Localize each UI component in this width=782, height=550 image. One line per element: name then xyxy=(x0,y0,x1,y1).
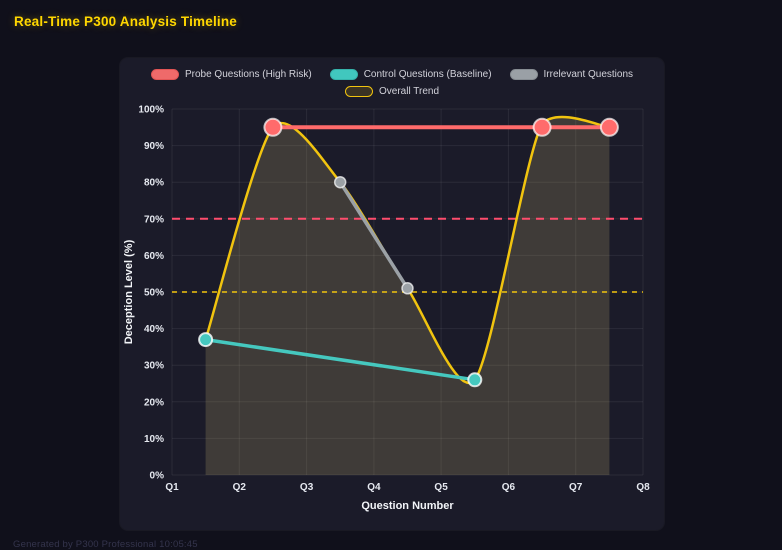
data-point-control-questions-baseline[interactable] xyxy=(198,332,214,348)
x-tick-label: Q2 xyxy=(233,482,247,493)
legend-row: Overall Trend xyxy=(120,86,664,97)
legend-swatch xyxy=(509,69,538,80)
x-tick-label: Q3 xyxy=(300,482,314,493)
y-tick-label: 90% xyxy=(144,141,164,152)
x-tick-label: Q5 xyxy=(434,482,448,493)
x-tick-label: Q8 xyxy=(636,482,650,493)
footer-note: Generated by P300 Professional 10:05:45 xyxy=(13,539,198,550)
legend-label: Overall Trend xyxy=(378,86,440,97)
x-tick-label: Q7 xyxy=(569,482,583,493)
legend-item-irrelevant-questions[interactable]: Irrelevant Questions xyxy=(509,69,634,80)
legend-item-probe-questions-high-risk[interactable]: Probe Questions (High Risk) xyxy=(150,69,312,80)
legend-label: Irrelevant Questions xyxy=(543,69,634,80)
series-line-control-questions-baseline xyxy=(203,337,477,382)
y-tick-label: 80% xyxy=(144,178,164,189)
legend-swatch xyxy=(344,86,373,97)
legend-item-control-questions-baseline[interactable]: Control Questions (Baseline) xyxy=(329,69,492,80)
trend-area-fill xyxy=(205,116,610,475)
legend-row: Probe Questions (High Risk) Control Quest… xyxy=(120,69,664,80)
legend-label: Probe Questions (High Risk) xyxy=(184,69,312,80)
x-tick-label: Q4 xyxy=(367,482,381,493)
data-point-probe-questions-high-risk[interactable] xyxy=(263,117,283,137)
data-point-probe-questions-high-risk[interactable] xyxy=(532,117,552,137)
y-tick-label: 60% xyxy=(144,251,164,262)
chart-panel: Probe Questions (High Risk) Control Quest… xyxy=(120,58,664,530)
x-axis-title: Question Number xyxy=(361,500,454,512)
x-tick-label: Q6 xyxy=(502,482,516,493)
legend-label: Control Questions (Baseline) xyxy=(363,69,492,80)
y-tick-label: 100% xyxy=(138,105,164,116)
page-title: Real-Time P300 Analysis Timeline xyxy=(14,14,238,29)
legend-swatch xyxy=(150,69,179,80)
series-line-irrelevant-questions xyxy=(338,180,410,291)
y-tick-label: 40% xyxy=(144,324,164,335)
data-point-control-questions-baseline[interactable] xyxy=(467,372,483,388)
data-point-irrelevant-questions[interactable] xyxy=(401,282,414,295)
y-tick-label: 50% xyxy=(144,288,164,299)
y-axis-title: Deception Level (%) xyxy=(123,239,135,344)
legend-item-overall-trend[interactable]: Overall Trend xyxy=(344,86,440,97)
y-tick-label: 20% xyxy=(144,397,164,408)
chart-canvas[interactable]: 0% 10% 20% 30% 40% 50% 60% 70% 80% 90% 100% Q1 Q2 Q3 Q… xyxy=(120,99,664,519)
y-tick-label: 30% xyxy=(144,361,164,372)
legend-swatch xyxy=(329,69,358,80)
y-tick-label: 0% xyxy=(150,471,165,482)
y-tick-label: 10% xyxy=(144,434,164,445)
data-point-irrelevant-questions[interactable] xyxy=(333,175,347,189)
x-tick-label: Q1 xyxy=(165,482,179,493)
chart-legend: Probe Questions (High Risk) Control Quest… xyxy=(120,58,664,97)
data-point-probe-questions-high-risk[interactable] xyxy=(599,117,619,137)
y-tick-label: 70% xyxy=(144,214,164,225)
